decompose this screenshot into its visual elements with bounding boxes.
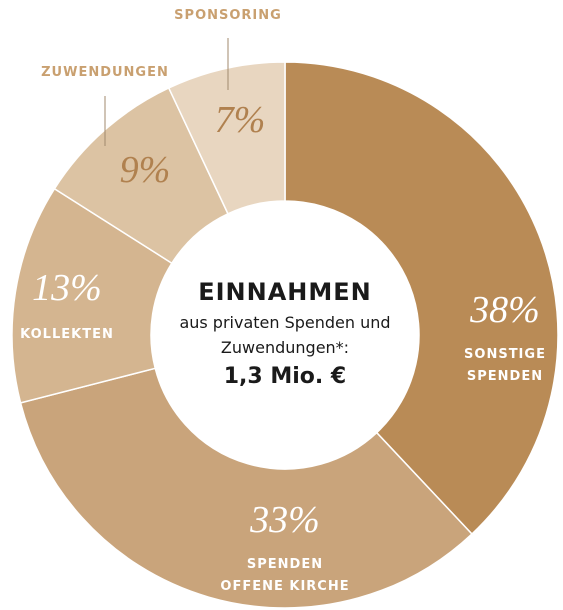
slice	[284, 61, 559, 536]
value-label: 33%	[249, 499, 320, 541]
value-label: 7%	[215, 99, 266, 141]
center-label: EINNAHMEN aus privaten Spenden und Zuwen…	[160, 278, 410, 389]
total-label: 1,3 Mio. €	[223, 364, 347, 389]
slice	[167, 61, 286, 215]
category-label: ZUWENDUNGEN	[41, 65, 169, 80]
value-label: 38%	[469, 289, 540, 331]
value-label: 9%	[120, 149, 171, 191]
chart-title: EINNAHMEN	[198, 278, 372, 306]
value-label: 13%	[32, 267, 102, 309]
category-label: SONSTIGE SPENDEN	[464, 347, 546, 384]
category-label: KOLLEKTEN	[20, 327, 114, 342]
slice	[11, 187, 173, 404]
slice	[19, 367, 473, 609]
category-label: SPONSORING	[174, 8, 282, 23]
category-label: SPENDEN OFFENE KIRCHE	[220, 557, 349, 594]
chart-subtitle: aus privaten Spenden und Zuwendungen*:	[179, 313, 391, 357]
